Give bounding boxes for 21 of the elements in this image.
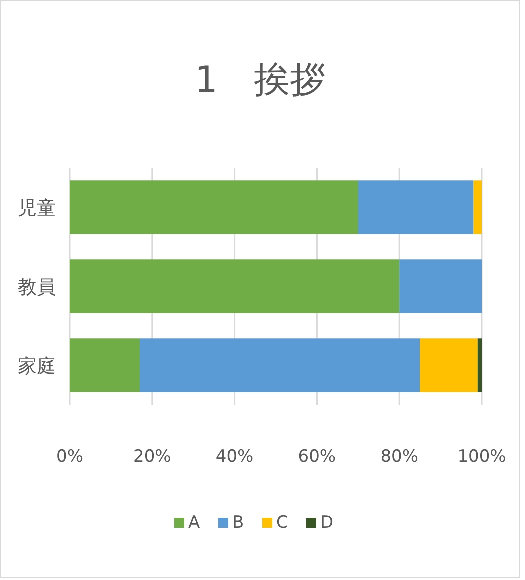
bar (70, 338, 140, 392)
y-tick-label: 教員 (18, 276, 56, 298)
bar (400, 260, 482, 314)
x-tick-label: 100% (458, 447, 506, 467)
chart-title: 1 挨拶 (195, 60, 326, 101)
legend-label: D (320, 513, 334, 533)
y-tick-label: 児童 (18, 198, 56, 220)
y-tick-label: 家庭 (18, 356, 56, 378)
legend-label: C (276, 513, 288, 533)
bar (140, 338, 420, 392)
bar (358, 180, 474, 234)
x-tick-label: 20% (134, 447, 172, 467)
bar (70, 180, 358, 234)
x-tick-label: 80% (380, 447, 418, 467)
bar (70, 260, 400, 314)
x-tick-label: 60% (298, 447, 336, 467)
bar (474, 180, 482, 234)
legend-label: B (232, 513, 244, 533)
legend-label: A (188, 513, 200, 533)
x-tick-label: 0% (56, 447, 84, 467)
x-tick-label: 40% (216, 447, 254, 467)
